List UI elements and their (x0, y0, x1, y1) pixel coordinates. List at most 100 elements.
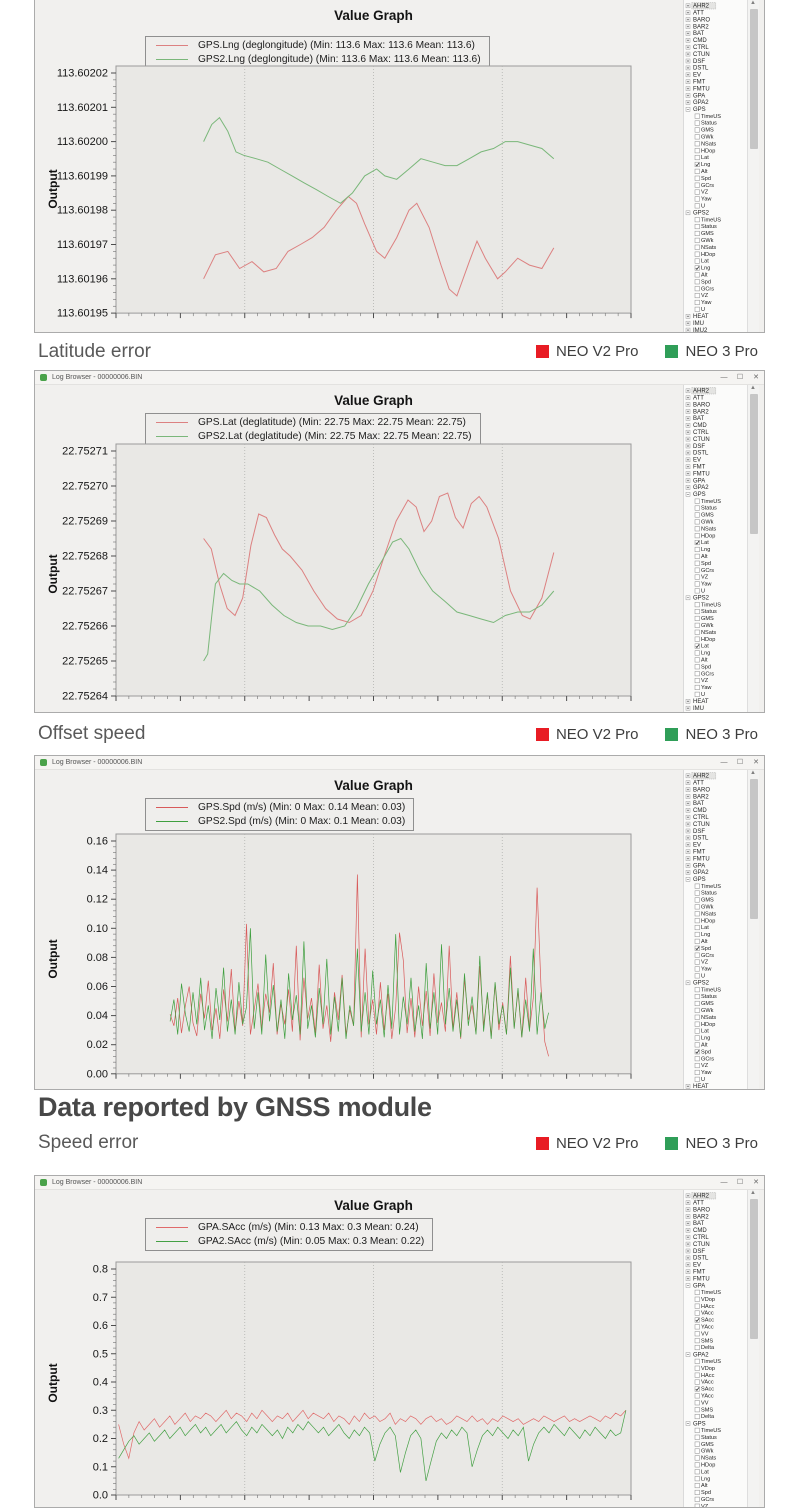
svg-text:22.75271: 22.75271 (62, 446, 108, 458)
svg-text:GPS: GPS (693, 492, 706, 498)
svg-text:VZ: VZ (701, 575, 709, 581)
svg-text:0.7: 0.7 (93, 1292, 108, 1304)
scroll-up-icon[interactable]: ▲ (750, 770, 756, 776)
device-label: NEO 3 Pro (685, 1134, 758, 1152)
section-heading-gnss-module: Data reported by GNSS module (38, 1092, 432, 1122)
svg-text:VZ: VZ (701, 678, 709, 684)
log-browser-window-sacc: Log Browser - 00000006.BIN — ☐ ✕ Value G… (34, 1175, 765, 1508)
minimize-button[interactable]: — (720, 1179, 728, 1186)
svg-text:DSF: DSF (693, 1249, 705, 1255)
svg-text:Alt: Alt (701, 554, 708, 560)
svg-text:GPS2: GPS2 (693, 981, 710, 987)
svg-text:BARO: BARO (693, 402, 710, 408)
value-graph-plot[interactable]: 22.75271 22.75270 22.75269 22.75268 22.75267… (35, 385, 683, 713)
tree-scrollbar[interactable]: ▲ (747, 0, 759, 332)
svg-text:BAT: BAT (693, 31, 705, 37)
scrollbar-thumb[interactable] (749, 394, 758, 534)
minimize-button[interactable]: — (720, 759, 728, 766)
parameter-tree[interactable]: AHR2ATTBAROBAR2BATCMDCTRLCTUNDSFDSTLEVFM… (683, 385, 748, 713)
window-titlebar[interactable]: Log Browser - 00000006.BIN — ☐ ✕ (35, 756, 764, 770)
tree-scrollbar[interactable]: ▲ (747, 385, 759, 712)
svg-text:AHR2: AHR2 (693, 389, 710, 395)
maximize-button[interactable]: ☐ (736, 374, 744, 381)
svg-text:0.6: 0.6 (93, 1320, 108, 1332)
parameter-tree[interactable]: AHR2ATTBAROBAR2BATCMDCTRLCTUNDSFDSTLEVFM… (683, 770, 748, 1090)
svg-text:TimeUS: TimeUS (701, 987, 721, 993)
svg-text:GWk: GWk (701, 623, 714, 629)
svg-text:ATT: ATT (693, 1201, 704, 1207)
minimize-button[interactable]: — (720, 374, 728, 381)
svg-text:113.60199: 113.60199 (57, 170, 108, 182)
section-band-gnss: Data reported by GNSS module Speed error… (0, 1090, 800, 1175)
svg-text:GWk: GWk (701, 1008, 714, 1014)
section-band-offset-speed: Offset speed NEO V2 Pro NEO 3 Pro (0, 713, 800, 755)
parameter-tree[interactable]: AHR2ATTBAROBAR2BATCMDCTRLCTUNDSFDSTLEVFM… (683, 1190, 748, 1508)
scrollbar-thumb[interactable] (749, 779, 758, 919)
close-button[interactable]: ✕ (753, 759, 759, 766)
tree-scrollbar[interactable]: ▲ (747, 770, 759, 1089)
section-heading-latitude-error: Latitude error (38, 340, 152, 362)
svg-text:VZ: VZ (701, 1063, 709, 1069)
svg-text:HAcc: HAcc (701, 1304, 715, 1310)
window-titlebar[interactable]: Log Browser - 00000006.BIN — ☐ ✕ (35, 371, 764, 385)
window-titlebar[interactable]: Log Browser - 00000006.BIN — ☐ ✕ (35, 1176, 764, 1190)
svg-text:Alt: Alt (701, 939, 708, 945)
value-graph-plot[interactable]: 113.60202 113.60201 113.60200 113.60199 113.… (35, 0, 683, 333)
legend-entry: GPS.Spd (m/s) (Min: 0 Max: 0.14 Mean: 0.… (156, 801, 405, 815)
svg-text:VDop: VDop (701, 1297, 715, 1303)
svg-text:VDop: VDop (701, 1366, 715, 1372)
tree-scrollbar[interactable]: ▲ (747, 1190, 759, 1507)
device-legend-item: NEO 3 Pro (665, 343, 758, 360)
svg-text:GPS: GPS (693, 107, 706, 113)
close-button[interactable]: ✕ (753, 1179, 759, 1186)
svg-text:FMT: FMT (693, 465, 706, 471)
legend-label: GPS.Spd (m/s) (Min: 0 Max: 0.14 Mean: 0.… (198, 802, 406, 814)
svg-text:FMTU: FMTU (693, 1276, 710, 1282)
svg-text:SMS: SMS (701, 1338, 713, 1344)
svg-text:22.75264: 22.75264 (62, 691, 108, 703)
svg-text:HDop: HDop (701, 148, 715, 154)
value-graph-plot[interactable]: 0.16 0.14 0.12 0.10 0.08 0.06 0.04 0.02 0.00 (35, 770, 683, 1090)
svg-text:113.60198: 113.60198 (57, 205, 108, 217)
svg-text:GPA: GPA (693, 863, 705, 869)
svg-text:22.75266: 22.75266 (62, 621, 108, 633)
maximize-button[interactable]: ☐ (736, 759, 744, 766)
svg-text:Spd: Spd (701, 1049, 711, 1055)
svg-text:U: U (701, 204, 705, 210)
svg-text:VAcc: VAcc (701, 1380, 714, 1386)
window-title: Log Browser - 00000006.BIN (52, 759, 143, 766)
color-swatch (665, 1136, 679, 1150)
svg-text:SAcc: SAcc (701, 1387, 714, 1393)
svg-text:GPS2: GPS2 (693, 596, 710, 602)
svg-text:Status: Status (701, 609, 717, 615)
svg-text:TimeUS: TimeUS (701, 1359, 721, 1365)
svg-text:IMU: IMU (693, 706, 704, 712)
scrollbar-thumb[interactable] (749, 1199, 758, 1339)
svg-text:CTRL: CTRL (693, 815, 709, 821)
legend-entry: GPS.Lat (deglatitude) (Min: 22.75 Max: 2… (156, 416, 472, 430)
scroll-up-icon[interactable]: ▲ (750, 0, 756, 6)
svg-text:GWk: GWk (701, 905, 714, 911)
svg-text:GCrs: GCrs (701, 953, 714, 959)
svg-text:GMS: GMS (701, 898, 714, 904)
maximize-button[interactable]: ☐ (736, 1179, 744, 1186)
scrollbar-thumb[interactable] (749, 9, 758, 149)
scroll-up-icon[interactable]: ▲ (750, 1190, 756, 1196)
svg-text:GCrs: GCrs (701, 568, 714, 574)
scroll-up-icon[interactable]: ▲ (750, 385, 756, 391)
svg-text:Lat: Lat (701, 259, 709, 265)
legend-line-sample (156, 820, 188, 822)
close-button[interactable]: ✕ (753, 374, 759, 381)
svg-text:HDop: HDop (701, 637, 715, 643)
svg-text:EV: EV (693, 843, 701, 849)
svg-text:Delta: Delta (701, 1345, 715, 1351)
svg-text:GPA: GPA (693, 93, 705, 99)
value-graph-plot[interactable]: 0.8 0.7 0.6 0.5 0.4 0.3 0.2 0.1 0.0 (35, 1190, 683, 1508)
device-label: NEO V2 Pro (555, 1134, 639, 1152)
svg-text:TimeUS: TimeUS (701, 602, 721, 608)
legend-entry: GPA2.SAcc (m/s) (Min: 0.05 Max: 0.3 Mean… (156, 1235, 424, 1249)
window-title: Log Browser - 00000006.BIN (52, 1179, 143, 1186)
svg-text:Lat: Lat (701, 1029, 709, 1035)
window-title: Log Browser - 00000006.BIN (52, 374, 143, 381)
parameter-tree[interactable]: AHR2ATTBAROBAR2BATCMDCTRLCTUNDSFDSTLEVFM… (683, 0, 748, 333)
